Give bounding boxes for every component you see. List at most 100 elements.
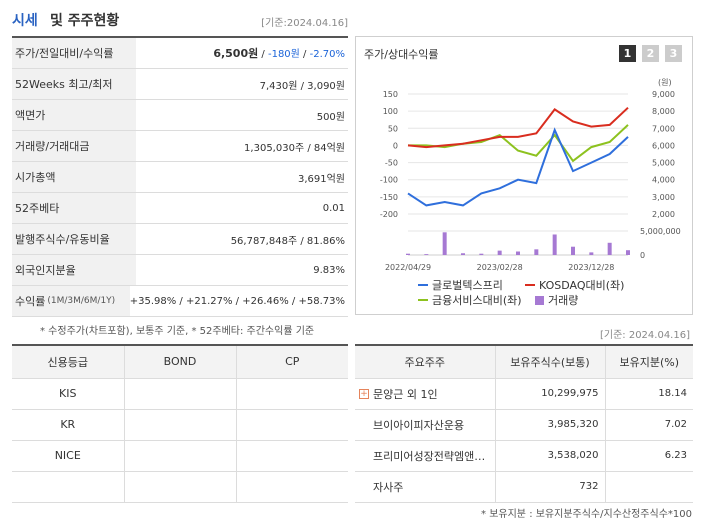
table-row: 브이아이피자산운용 3,985,320 7.02: [355, 408, 693, 441]
quote-row-mktcap: 시가총액 3,691억원: [12, 162, 348, 193]
volume-bar: [479, 253, 484, 255]
chart-tab-1[interactable]: 1: [619, 45, 636, 62]
quote-label: 시가총액: [12, 162, 136, 192]
quote-row-shares: 발행주식수/유동비율 56,787,848주 / 81.86%: [12, 224, 348, 255]
y-tick-label-right: 8,000: [652, 107, 675, 116]
holders-footnote: * 보유지분 : 보유지분주식수/지수산정주식수*100: [481, 509, 692, 520]
quote-footnote: * 수정주가(차트포함), 보통주 기준, * 52주베타: 주간수익률 기준: [40, 326, 315, 337]
quote-label: 발행주식수/유동비율: [12, 224, 136, 254]
x-tick-label: 2023/12/28: [568, 263, 614, 272]
quote-value: 56,787,848주 / 81.86%: [230, 235, 345, 247]
expand-plus-icon[interactable]: +: [359, 388, 369, 399]
price-rate: -2.70%: [309, 49, 345, 60]
y-tick-label-left: 0: [393, 141, 398, 150]
base-date-2: [기준: 2024.04.16]: [599, 330, 690, 341]
quote-row-52w: 52Weeks 최고/최저 7,430원 / 3,090원: [12, 69, 348, 100]
credit-cell: KIS: [12, 377, 125, 410]
holder-percent: 18.14: [604, 377, 693, 410]
y-tick-label-right: 4,000: [652, 176, 675, 185]
series-line-stock: [407, 127, 629, 207]
holders-header: 보유주식수(보통): [494, 345, 606, 379]
holder-name: 프리미어성장전략엠앤…: [355, 439, 496, 472]
quote-value: 9.83%: [313, 264, 345, 276]
legend-item-finance: 금융서비스대비(좌): [418, 292, 522, 308]
credit-rating-table: 신용등급 BOND CP KIS KR NICE: [12, 344, 348, 503]
holder-shares: 732: [494, 470, 606, 503]
chart-tabs: 1 2 3: [619, 45, 682, 62]
legend-line-icon: [418, 284, 428, 286]
volume-bar: [442, 232, 447, 255]
volume-bar: [406, 253, 410, 255]
credit-header: CP: [235, 345, 348, 379]
chart-tab-2[interactable]: 2: [642, 45, 659, 62]
y-tick-label-left: 150: [383, 90, 398, 99]
y-tick-label-left: 100: [383, 107, 398, 116]
holder-percent: [604, 470, 693, 503]
volume-bar: [607, 242, 612, 255]
credit-header: BOND: [123, 345, 237, 379]
volume-bar: [552, 234, 557, 255]
base-date: [기준:2024.04.16]: [261, 18, 348, 29]
volume-bar: [424, 254, 429, 255]
quote-row-price: 주가/전일대비/수익률 6,500원 / -180원 / -2.70%: [12, 38, 348, 69]
volume-bar: [497, 250, 502, 255]
credit-cell: [235, 377, 348, 410]
series-line-finance: [408, 124, 629, 163]
chart-title: 주가/상대수익률: [364, 48, 439, 61]
credit-cell: [235, 439, 348, 472]
holder-name[interactable]: + 문양근 외 1인: [355, 377, 496, 410]
quote-value: 0.01: [322, 202, 345, 214]
chart-tab-3[interactable]: 3: [665, 45, 682, 62]
quote-label: 52Weeks 최고/최저: [12, 69, 136, 99]
y-tick-label-right: 7,000: [652, 124, 675, 133]
quote-value: +35.98% / +21.27% / +26.46% / +58.73%: [129, 295, 345, 307]
x-tick-label: 2023/02/28: [477, 263, 523, 272]
table-row: NICE: [12, 439, 348, 472]
table-row: 프리미어성장전략엠앤… 3,538,020 6.23: [355, 439, 693, 472]
quote-label: 주가/전일대비/수익률: [12, 38, 136, 68]
legend-line-icon: [525, 284, 535, 286]
credit-cell: [123, 408, 237, 441]
holder-name: 브이아이피자산운용: [355, 408, 496, 441]
quote-row-foreign: 외국인지분율 9.83%: [12, 255, 348, 286]
major-holders-table: 주요주주 보유주식수(보통) 보유지분(%) + 문양근 외 1인 10,299,9…: [355, 344, 693, 503]
holder-name: 자사주: [355, 470, 496, 503]
volume-bar: [626, 250, 630, 255]
credit-cell: [123, 377, 237, 410]
credit-cell: KR: [12, 408, 125, 441]
right-axis-unit: (원): [658, 78, 672, 87]
volume-tick-label: 0: [640, 251, 645, 260]
volume-tick-label: 5,000,000: [640, 227, 681, 236]
table-row: KR: [12, 408, 348, 441]
legend-item-volume: 거래량: [535, 292, 578, 308]
price-change: -180원: [267, 49, 300, 60]
credit-cell: [12, 470, 125, 503]
section-title: 시세: [12, 13, 38, 29]
quote-label: 외국인지분율: [12, 255, 136, 285]
quote-table: 주가/전일대비/수익률 6,500원 / -180원 / -2.70% 52We…: [12, 36, 348, 317]
quote-value: 500원: [316, 111, 345, 123]
holder-percent: 6.23: [604, 439, 693, 472]
table-row: 자사주 732: [355, 470, 693, 503]
quote-value: 1,305,030주 / 84억원: [244, 142, 345, 154]
volume-bar: [589, 252, 594, 255]
holder-shares: 10,299,975: [494, 377, 606, 410]
holders-header: 주요주주: [355, 345, 496, 379]
y-tick-label-left: -50: [385, 159, 398, 168]
y-tick-label-right: 3,000: [652, 193, 675, 202]
volume-bar: [534, 249, 539, 255]
section-header: 시세 및 주주현황 [기준:2024.04.16]: [12, 10, 348, 32]
quote-row-returns: 수익률 (1M/3M/6M/1Y) +35.98% / +21.27% / +26…: [12, 286, 348, 317]
credit-header: 신용등급: [12, 345, 125, 379]
y-tick-label-left: 50: [388, 124, 398, 133]
y-tick-label-left: -100: [380, 176, 398, 185]
volume-bar: [461, 253, 465, 255]
quote-label: 수익률 (1M/3M/6M/1Y): [12, 286, 130, 316]
credit-cell: [123, 470, 237, 503]
y-tick-label-left: -200: [380, 210, 398, 219]
quote-value: 7,430원 / 3,090원: [259, 80, 345, 92]
chart-canvas: 150 100 50 0 -50 -100 -150 -200 9,000 8,000 7,000 6…: [380, 78, 681, 272]
holders-header: 보유지분(%): [604, 345, 693, 379]
quote-value: 6,500원 / -180원 / -2.70%: [213, 47, 345, 60]
legend-item-stock: 글로벌텍스프리: [418, 277, 503, 293]
